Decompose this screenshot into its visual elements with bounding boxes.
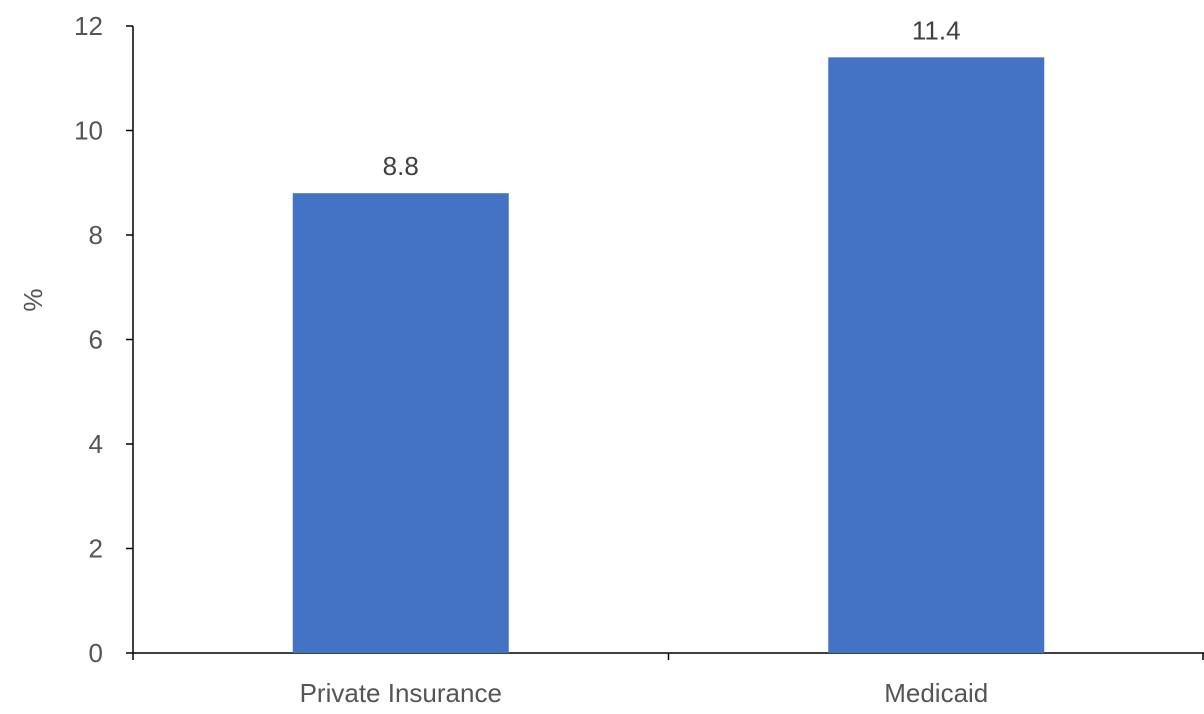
y-tick-label: 2 [89, 534, 103, 564]
y-axis-title: % [18, 288, 48, 311]
y-tick-label: 4 [89, 429, 103, 459]
y-tick-label: 8 [89, 220, 103, 250]
y-tick-label: 12 [74, 11, 103, 41]
y-tick-label: 6 [89, 325, 103, 355]
bar-data-label: 8.8 [383, 151, 419, 181]
y-tick-label: 10 [74, 116, 103, 146]
bar-series [292, 57, 1045, 654]
data-labels: 8.8 11.4 [383, 15, 961, 181]
y-axis: 0 2 4 6 8 10 12 [74, 11, 134, 668]
y-tick-label: 0 [89, 638, 103, 668]
x-axis: Private Insurance Medicaid [132, 652, 1204, 708]
bar [828, 57, 1045, 654]
bar [292, 193, 509, 653]
bar-data-label: 11.4 [912, 15, 961, 45]
x-tick-label: Medicaid [884, 678, 988, 708]
x-tick-label: Private Insurance [300, 678, 502, 708]
